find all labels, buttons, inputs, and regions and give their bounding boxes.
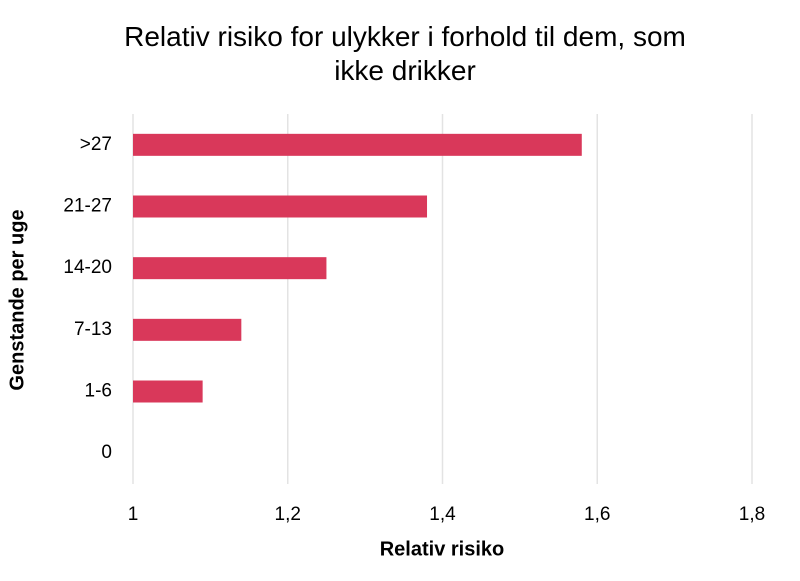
x-tick-label: 1 [128,504,139,525]
y-tick-label: 0 [101,442,112,463]
bar [133,257,327,280]
y-tick-label: 1-6 [85,381,112,402]
y-tick-label: 7-13 [74,319,112,340]
x-axis-title: Relativ risiko [380,538,505,560]
x-tick-label: 1,2 [275,504,301,525]
bar [133,380,203,403]
y-tick-label: 21-27 [63,196,112,217]
bar [133,318,242,341]
x-tick-label: 1,6 [584,504,610,525]
x-tick-label: 1,8 [739,504,765,525]
y-tick-label: 14-20 [63,257,112,278]
bar [133,195,428,218]
x-tick-label: 1,4 [429,504,456,525]
y-axis-title: Genstande per uge [6,209,28,390]
y-tick-label: >27 [80,134,112,155]
bar [133,133,582,156]
chart-title: Relativ risiko for ulykker i forhold til… [124,21,686,86]
